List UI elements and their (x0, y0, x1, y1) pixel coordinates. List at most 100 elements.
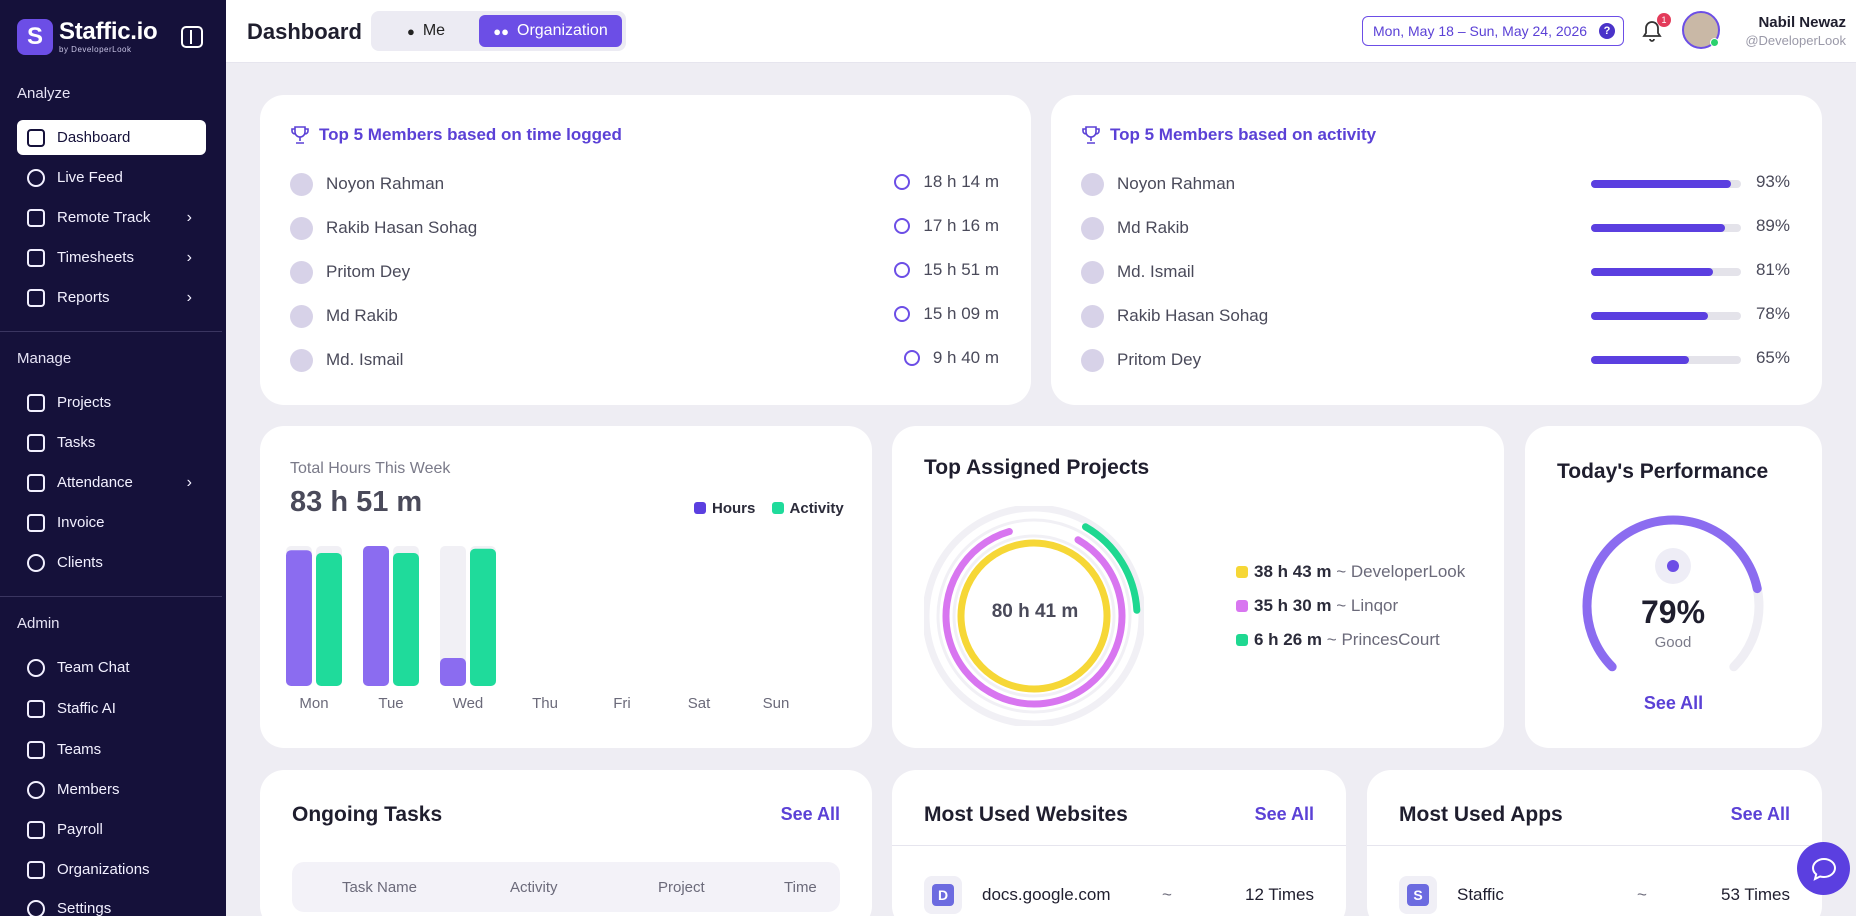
nav-label: Live Feed (57, 169, 123, 186)
app-name: Staffic.io (59, 18, 158, 45)
list-item[interactable]: Noyon Rahman (290, 172, 444, 196)
stopwatch-icon (903, 350, 920, 366)
bell-icon[interactable] (1642, 20, 1662, 42)
list-item[interactable]: Pritom Dey (290, 260, 410, 284)
ring-background (952, 534, 1116, 698)
list-item[interactable]: Md Rakib (290, 304, 398, 328)
help-icon[interactable]: ? (1599, 23, 1615, 39)
websites-see-all-link[interactable]: See All (1254, 804, 1314, 824)
card-title: Most Used Apps (1399, 803, 1563, 826)
nav-clients[interactable]: Clients (17, 545, 206, 580)
notification-badge: 1 (1657, 13, 1671, 27)
usage-count: 53 Times (1721, 885, 1790, 904)
member-name: Md Rakib (326, 306, 398, 325)
list-item[interactable]: Rakib Hasan Sohag (290, 216, 477, 240)
attendance-icon (27, 473, 45, 492)
avatar (290, 304, 313, 328)
x-tick-label: Sat (688, 695, 711, 712)
apps-card: Most Used Apps See All S Staffic ~ 53 Ti… (1367, 770, 1822, 916)
activity-percent: 78% (1755, 304, 1790, 323)
online-status-icon (1710, 38, 1719, 47)
wallet-icon (27, 820, 45, 839)
list-item[interactable]: D docs.google.com ~ 12 Times (924, 876, 1314, 914)
nav-members[interactable]: Members (17, 772, 206, 807)
avatar (290, 348, 313, 372)
activity-bar-fill (1591, 312, 1708, 320)
toggle-organization-button[interactable]: ●● Organization (479, 15, 622, 47)
list-item[interactable]: Md. Ismail (290, 348, 403, 372)
activity-percent: 81% (1755, 260, 1790, 279)
date-range-picker[interactable]: Mon, May 18 – Sun, May 24, 2026 ? (1362, 16, 1624, 46)
chat-bubble-icon (1811, 857, 1836, 881)
project-name: PrincesCourt (1341, 630, 1440, 649)
nav-attendance[interactable]: Attendance › (17, 465, 206, 500)
legend-activity-label: Activity (789, 500, 844, 517)
folder-icon (27, 393, 45, 412)
invoice-icon (27, 513, 45, 532)
bar-track (440, 546, 466, 686)
nav-timesheets[interactable]: Timesheets › (17, 240, 206, 275)
collapse-sidebar-icon[interactable] (181, 26, 203, 48)
x-tick-label: Sun (763, 695, 790, 712)
avatar (1081, 304, 1104, 328)
nav-staffic-ai[interactable]: Staffic AI (17, 691, 206, 726)
avatar[interactable] (1682, 11, 1720, 49)
chevron-right-icon: › (186, 249, 192, 266)
app-logo[interactable]: S Staffic.io by DeveloperLook (17, 18, 158, 55)
members-icon (27, 780, 45, 799)
list-item[interactable]: Rakib Hasan Sohag (1081, 304, 1268, 328)
nav-payroll[interactable]: Payroll (17, 812, 206, 847)
column-header[interactable]: Task Name (342, 879, 418, 896)
top-projects-card: Top Assigned Projects 80 h 41 m 38 h 43 … (892, 426, 1504, 748)
column-header[interactable]: Time (784, 879, 817, 896)
project-ring (942, 524, 1126, 708)
nav-teams[interactable]: Teams (17, 732, 206, 767)
nav-projects[interactable]: Projects (17, 385, 206, 420)
legend-item: 6 h 26 m ~ PrincesCourt (1236, 630, 1465, 664)
nav-live-feed[interactable]: Live Feed (17, 160, 206, 195)
nav-tasks[interactable]: Tasks (17, 425, 206, 460)
member-name: Noyon Rahman (1117, 174, 1236, 193)
nav-label: Tasks (57, 434, 96, 451)
separator: ~ (1336, 596, 1347, 615)
nav-label: Settings (57, 900, 112, 916)
toggle-label: Organization (517, 22, 608, 39)
performance-see-all-link[interactable]: See All (1643, 693, 1704, 713)
nav-label: Remote Track (57, 209, 151, 226)
toggle-label: Me (422, 22, 446, 39)
chat-icon (27, 658, 45, 677)
divider (0, 331, 222, 332)
nav-reports[interactable]: Reports › (17, 280, 206, 315)
list-item[interactable]: Noyon Rahman (1081, 172, 1235, 196)
nav-label: Organizations (57, 861, 150, 878)
nav-remote-track[interactable]: Remote Track › (17, 200, 206, 235)
nav-dashboard[interactable]: Dashboard (17, 120, 206, 155)
nav-organizations[interactable]: Organizations (17, 852, 206, 887)
time-text: 17 h 16 m (923, 216, 999, 235)
list-item[interactable]: Pritom Dey (1081, 348, 1201, 372)
list-item[interactable]: Md Rakib (1081, 216, 1189, 240)
apps-see-all-link[interactable]: See All (1730, 804, 1790, 824)
column-header[interactable]: Activity (510, 879, 558, 896)
chat-support-button[interactable] (1797, 842, 1850, 895)
teams-icon (27, 740, 45, 759)
legend-swatch (1236, 600, 1248, 612)
list-item[interactable]: Md. Ismail (1081, 260, 1194, 284)
toggle-me-button[interactable]: ● Me (377, 15, 475, 47)
performance-value: 79% (1640, 594, 1706, 630)
user-name: Nabil Newaz (1758, 14, 1846, 31)
app-icon-letter: S (1407, 884, 1429, 906)
sidebar: S Staffic.io by DeveloperLook Analyze Da… (0, 0, 226, 916)
time-text: 9 h 40 m (932, 348, 999, 367)
x-tick-label: Mon (299, 695, 328, 712)
column-header[interactable]: Project (658, 879, 705, 896)
x-tick-label: Tue (378, 695, 403, 712)
ring-background (924, 506, 1144, 726)
tasks-see-all-link[interactable]: See All (780, 804, 840, 824)
list-item[interactable]: S Staffic ~ 53 Times (1399, 876, 1790, 914)
nav-team-chat[interactable]: Team Chat (17, 650, 206, 685)
card-title: Top 5 Members based on time logged (290, 125, 622, 145)
legend-hours-swatch (694, 502, 706, 514)
nav-invoice[interactable]: Invoice (17, 505, 206, 540)
nav-settings[interactable]: Settings (17, 891, 206, 916)
